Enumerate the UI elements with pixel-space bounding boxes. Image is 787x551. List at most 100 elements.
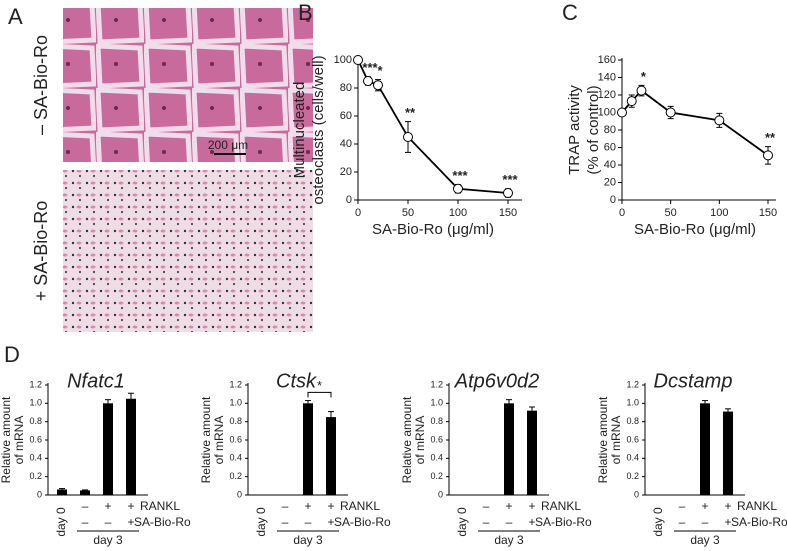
point	[665, 107, 676, 118]
row-label: RANKL	[541, 499, 581, 513]
y-tick-label: 40	[604, 159, 616, 171]
image-label: – SA-Bio-Ro	[31, 35, 51, 135]
y-tick-label: 0	[438, 489, 443, 499]
y-axis-label: of mRNA	[12, 416, 26, 465]
condition-mark: –	[483, 515, 490, 529]
y-axis-label: TRAP activity	[566, 85, 583, 175]
condition-mark: +	[127, 515, 134, 529]
y-tick-label: 80	[604, 124, 616, 136]
y-tick-label: 100	[598, 106, 616, 118]
line	[621, 89, 769, 157]
y-tick-label: 1.2	[626, 379, 639, 389]
row-label: SA-Bio-Ro	[334, 515, 391, 529]
chart-title: Atp6v0d2	[454, 370, 540, 392]
y-tick-label: 80	[340, 82, 352, 94]
significance-label: *	[317, 378, 322, 393]
point	[403, 132, 413, 142]
y-axis-label: (% of control)	[585, 85, 602, 174]
condition-mark: +	[104, 499, 111, 513]
y-tick-label: 0	[634, 489, 639, 499]
significance-label: **	[405, 105, 416, 120]
y-tick-label: 1.0	[229, 398, 242, 408]
condition-mark: –	[702, 515, 709, 529]
x-tick-label: 0	[619, 207, 625, 219]
y-tick-label: 1.2	[430, 379, 443, 389]
y-tick-label: 0.8	[626, 416, 639, 426]
y-axis-label: of mRNA	[212, 416, 226, 465]
y-tick-label: 0	[37, 489, 42, 499]
significance-label: ***	[362, 60, 378, 75]
condition-mark: +	[701, 499, 708, 513]
y-tick-label: 0.8	[430, 416, 443, 426]
condition-mark: +	[724, 515, 731, 529]
y-tick-label: 0.6	[229, 434, 242, 444]
y-tick-label: 0	[610, 194, 616, 206]
condition-mark: +	[724, 499, 731, 513]
bar	[80, 490, 90, 495]
x-tick-label: 100	[449, 207, 467, 219]
row-label: SA-Bio-Ro	[134, 515, 191, 529]
x-tick-label: day 0	[455, 507, 469, 537]
x-tick-label: day 0	[254, 507, 268, 537]
y-tick-label: 160	[598, 54, 616, 66]
bar	[527, 410, 537, 495]
y-tick-label: 20	[604, 176, 616, 188]
condition-mark: –	[82, 515, 89, 529]
row-label: SA-Bio-Ro	[731, 515, 787, 529]
y-tick-label: 1.0	[626, 398, 639, 408]
panel-label: C	[562, 0, 578, 25]
bar	[103, 403, 113, 495]
y-tick-label: 0.6	[430, 434, 443, 444]
significance-label: *	[377, 63, 383, 78]
significance-label: **	[765, 130, 776, 145]
y-tick-label: 0	[346, 194, 352, 206]
y-axis-label: Relative amount	[199, 396, 213, 483]
y-axis-label: Relative amount	[596, 396, 610, 483]
significance-bracket	[307, 391, 332, 398]
significance-label: ***	[502, 172, 518, 187]
y-tick-label: 40	[340, 138, 352, 150]
condition-mark: +	[528, 499, 535, 513]
x-tick-label: 50	[665, 207, 677, 219]
condition-mark: –	[679, 515, 686, 529]
y-axis-label: Multinucleated	[291, 82, 308, 179]
point	[617, 107, 627, 118]
bar	[700, 403, 710, 495]
y-tick-label: 0	[237, 489, 242, 499]
x-tick-label: 0	[355, 207, 361, 219]
y-tick-label: 0.6	[626, 434, 639, 444]
y-tick-label: 140	[598, 71, 616, 83]
condition-mark: –	[105, 515, 112, 529]
row-label: RANKL	[340, 499, 380, 513]
y-tick-label: 0.4	[229, 453, 242, 463]
point	[363, 76, 373, 86]
x-axis-label: SA-Bio-Ro (μg/ml)	[634, 221, 756, 238]
y-tick-label: 60	[604, 141, 616, 153]
condition-mark: –	[483, 499, 490, 513]
condition-mark: +	[327, 499, 334, 513]
micrograph-treated	[63, 170, 313, 332]
group-label: day 3	[690, 533, 720, 547]
chart-title: Ctsk	[276, 370, 317, 392]
point	[626, 96, 637, 107]
x-tick-label: 150	[759, 207, 777, 219]
y-tick-label: 0.2	[229, 471, 242, 481]
y-tick-label: 1.0	[29, 398, 42, 408]
condition-mark: –	[679, 499, 686, 513]
y-axis-label: Relative amount	[400, 396, 414, 483]
bar	[57, 489, 67, 495]
y-tick-label: 120	[598, 89, 616, 101]
y-tick-label: 60	[340, 110, 352, 122]
y-axis-label: osteoclasts (cells/well)	[310, 55, 327, 204]
y-tick-label: 0.4	[430, 453, 443, 463]
chart-title: Nfatc1	[67, 370, 125, 392]
y-tick-label: 0.6	[29, 434, 42, 444]
y-tick-label: 1.0	[430, 398, 443, 408]
condition-mark: +	[505, 499, 512, 513]
y-tick-label: 1.2	[229, 379, 242, 389]
bar	[504, 403, 514, 495]
condition-mark: +	[304, 499, 311, 513]
row-label: RANKL	[140, 499, 180, 513]
point	[503, 188, 513, 198]
